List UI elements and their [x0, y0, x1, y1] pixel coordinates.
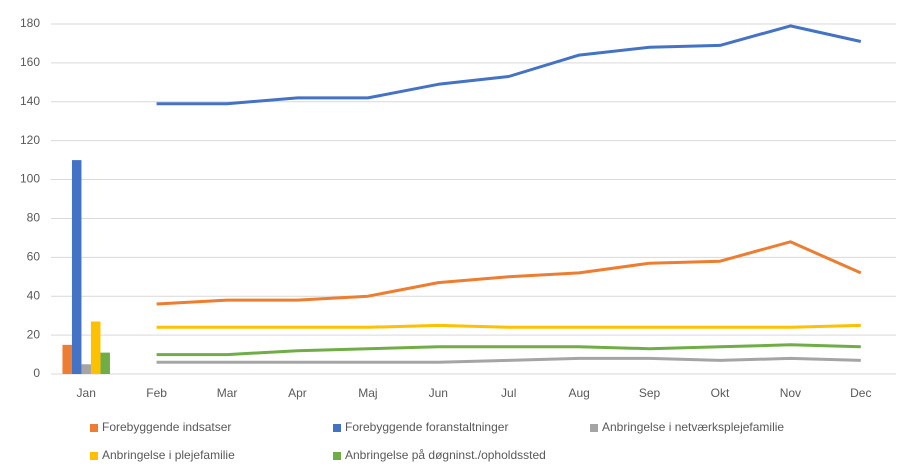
x-tick-label: Nov	[780, 386, 801, 400]
y-tick-label: 120	[20, 133, 40, 147]
x-tick-label: Feb	[146, 386, 167, 400]
x-tick-label: Aug	[568, 386, 589, 400]
line	[156, 343, 861, 357]
legend-label: Forebyggende foranstaltninger	[345, 420, 508, 434]
x-tick-label: Jul	[501, 386, 516, 400]
line	[156, 240, 862, 306]
y-tick-label: 100	[20, 172, 40, 186]
legend-swatch	[90, 452, 98, 460]
legend-swatch	[333, 452, 341, 460]
line	[156, 24, 862, 106]
x-tick-label: Okt	[711, 386, 730, 400]
y-tick-label: 80	[27, 211, 41, 225]
y-tick-label: 0	[33, 366, 40, 380]
x-tick-label: Dec	[850, 386, 871, 400]
y-tick-label: 40	[27, 288, 41, 302]
legend-swatch	[90, 424, 98, 432]
bar	[71, 160, 82, 374]
x-tick-label: Maj	[358, 386, 377, 400]
bar	[81, 364, 91, 374]
x-tick-label: Mar	[217, 386, 238, 400]
legend-label: Anbringelse i netværksplejefamilie	[602, 420, 784, 434]
x-tick-label: Sep	[639, 386, 661, 400]
bar	[62, 344, 72, 374]
legend-swatch	[333, 424, 341, 432]
legend-label: Forebyggende indsatser	[102, 420, 231, 434]
line	[156, 323, 861, 329]
y-tick-label: 160	[20, 55, 40, 69]
line	[156, 356, 861, 364]
bar	[100, 352, 110, 374]
legend-swatch	[590, 424, 598, 432]
y-tick-label: 20	[27, 327, 41, 341]
y-tick-label: 60	[27, 250, 41, 264]
y-tick-label: 140	[20, 94, 40, 108]
legend-label: Anbringelse i plejefamilie	[102, 448, 235, 462]
y-tick-label: 180	[20, 16, 40, 30]
x-tick-label: Apr	[288, 386, 307, 400]
legend-label: Anbringelse på døgninst./opholdssted	[345, 448, 546, 462]
bar	[90, 321, 101, 374]
x-tick-label: Jun	[429, 386, 448, 400]
x-tick-label: Jan	[77, 386, 96, 400]
